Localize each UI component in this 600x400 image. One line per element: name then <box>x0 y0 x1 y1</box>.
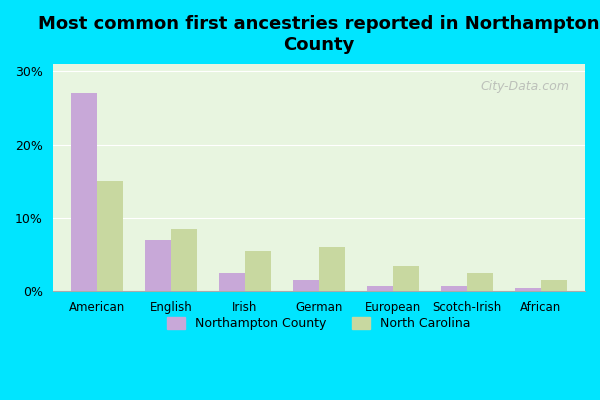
Bar <box>367 286 393 292</box>
Bar <box>219 273 245 292</box>
Bar <box>293 280 319 292</box>
Title: Most common first ancestries reported in Northampton
County: Most common first ancestries reported in… <box>38 15 599 54</box>
Bar <box>541 280 566 292</box>
Bar <box>97 181 123 292</box>
Bar <box>145 240 171 292</box>
Bar <box>171 229 197 292</box>
Bar <box>441 286 467 292</box>
Bar <box>515 288 541 292</box>
Text: City-Data.com: City-Data.com <box>480 80 569 93</box>
Bar <box>71 93 97 292</box>
Bar <box>319 247 344 292</box>
Bar <box>393 266 419 292</box>
Legend: Northampton County, North Carolina: Northampton County, North Carolina <box>161 312 476 335</box>
Bar <box>245 251 271 292</box>
Bar <box>467 273 493 292</box>
